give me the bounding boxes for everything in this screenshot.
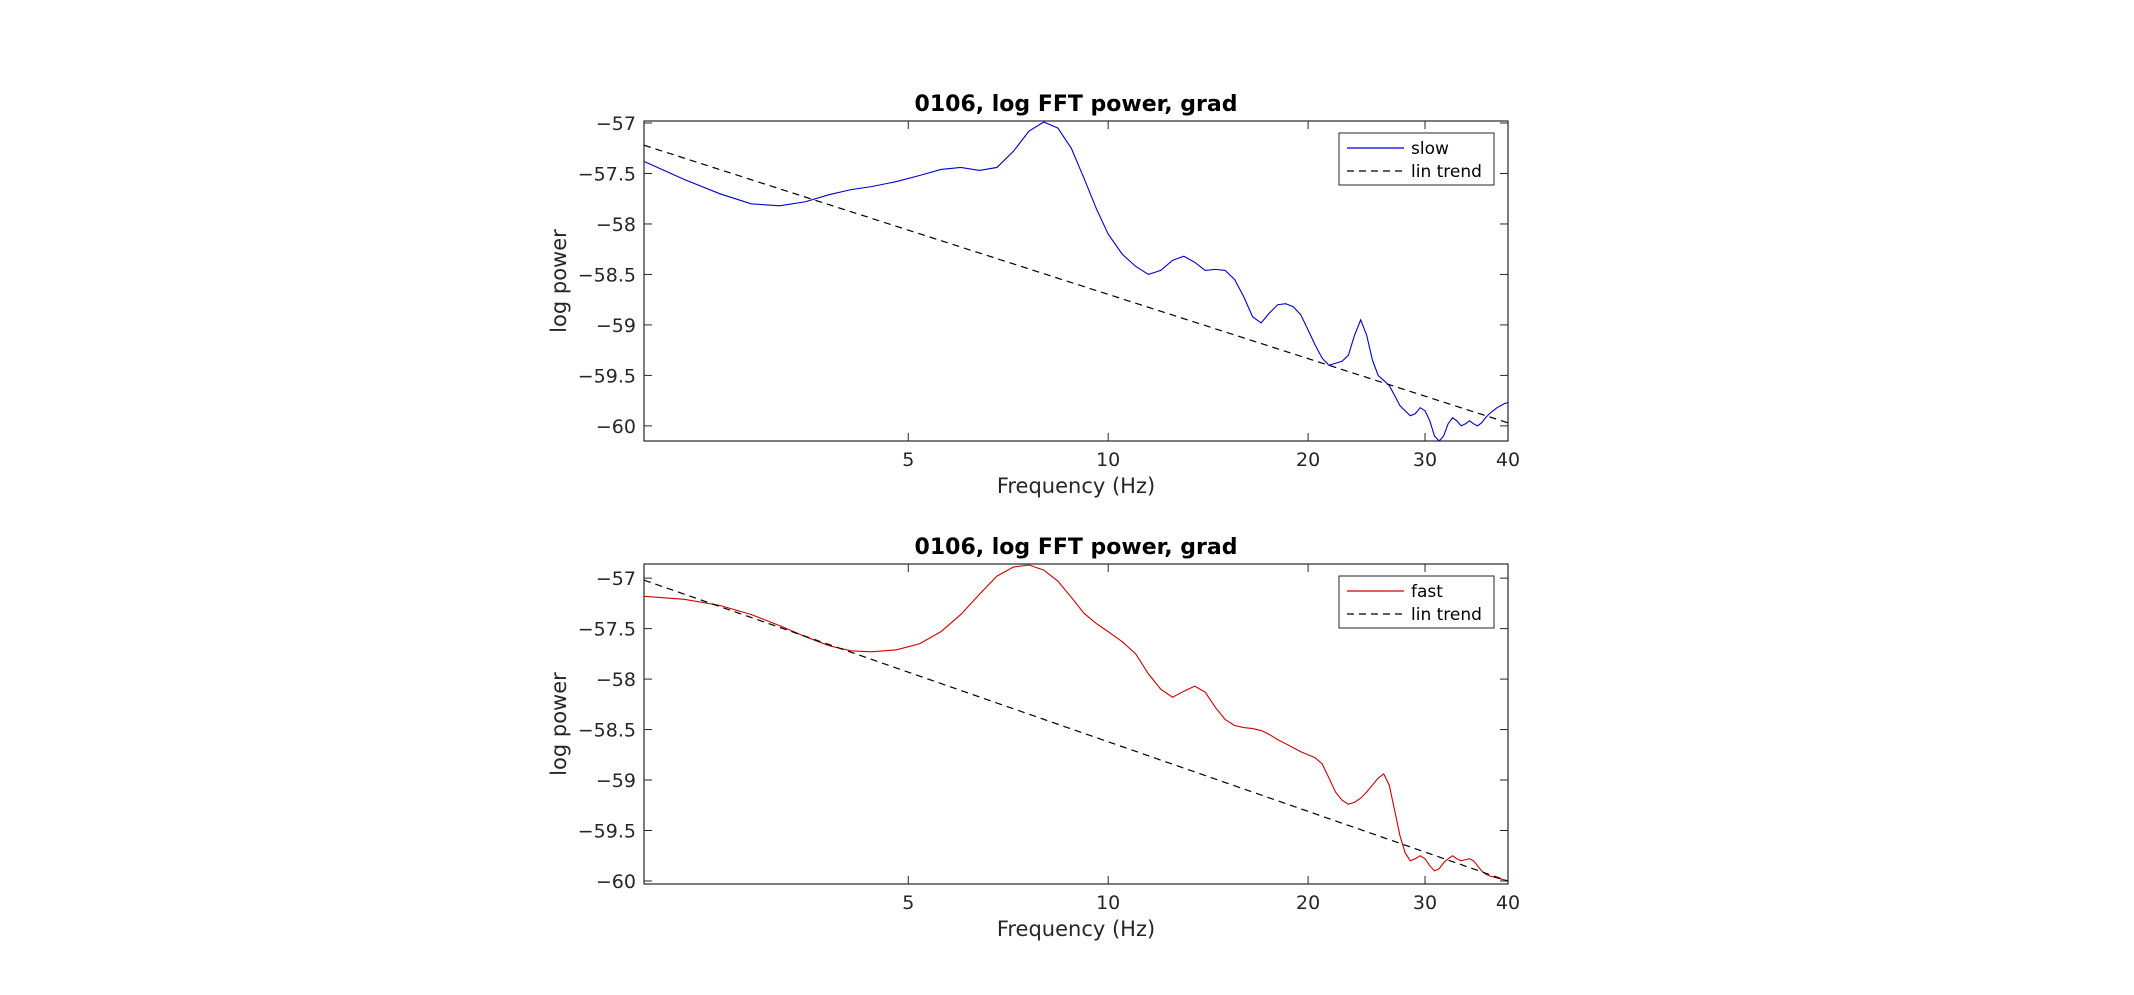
top-chart-title: 0106, log FFT power, grad	[915, 92, 1238, 117]
bottom-chart-xlabel: Frequency (Hz)	[997, 917, 1155, 941]
top-chart-panel: 0106, log FFT power, grad Frequency (Hz)…	[547, 92, 1520, 498]
bottom-ytick-label: −60	[596, 871, 636, 893]
top-ytick-label: −58	[596, 214, 636, 236]
bottom-xtick-label: 30	[1413, 892, 1437, 914]
bottom-legend-box	[1338, 575, 1495, 629]
top-ytick-label: −59.5	[578, 365, 636, 387]
bottom-ytick-label: −58	[596, 669, 636, 691]
bottom-legend: fast lin trend	[1338, 575, 1495, 629]
top-ytick-label: −60	[596, 416, 636, 438]
top-ytick-label: −58.5	[578, 264, 636, 286]
top-legend: slow lin trend	[1338, 132, 1495, 186]
top-xtick-label: 20	[1296, 449, 1320, 471]
bottom-series-fast-line	[644, 564, 1508, 882]
top-legend-label-slow: slow	[1411, 139, 1449, 159]
bottom-chart-axes-box	[643, 563, 1509, 885]
top-xtick-label: 40	[1496, 449, 1520, 471]
bottom-xtick-label: 40	[1496, 892, 1520, 914]
bottom-xtick-label: 5	[902, 892, 914, 914]
bottom-ytick-label: −59	[596, 770, 636, 792]
bottom-chart-title: 0106, log FFT power, grad	[915, 535, 1238, 560]
bottom-chart-panel: 0106, log FFT power, grad Frequency (Hz)…	[547, 535, 1520, 941]
bottom-ytick-label: −59.5	[578, 820, 636, 842]
top-ytick-label: −57	[596, 113, 636, 135]
top-series-slow-line	[644, 121, 1508, 441]
top-series-lin-trend-line	[644, 144, 1508, 424]
top-chart-axes-box	[643, 120, 1509, 442]
top-xtick-label: 5	[902, 449, 914, 471]
top-chart-ylabel: log power	[547, 229, 571, 333]
top-chart-xlabel: Frequency (Hz)	[997, 474, 1155, 498]
top-ytick-label: −59	[596, 315, 636, 337]
top-legend-label-lin-trend: lin trend	[1411, 162, 1482, 182]
bottom-ytick-label: −57	[596, 568, 636, 590]
top-xtick-label: 10	[1096, 449, 1120, 471]
bottom-ytick-label: −58.5	[578, 720, 636, 742]
bottom-xtick-label: 10	[1096, 892, 1120, 914]
bottom-series-lin-trend-line	[644, 579, 1508, 882]
top-legend-box	[1338, 132, 1495, 186]
bottom-ytick-label: −57.5	[578, 619, 636, 641]
bottom-legend-label-lin-trend: lin trend	[1411, 605, 1482, 625]
top-ytick-label: −57.5	[578, 163, 636, 185]
bottom-chart-ylabel: log power	[547, 672, 571, 776]
top-xtick-label: 30	[1413, 449, 1437, 471]
bottom-legend-label-fast: fast	[1411, 582, 1443, 602]
bottom-xtick-label: 20	[1296, 892, 1320, 914]
